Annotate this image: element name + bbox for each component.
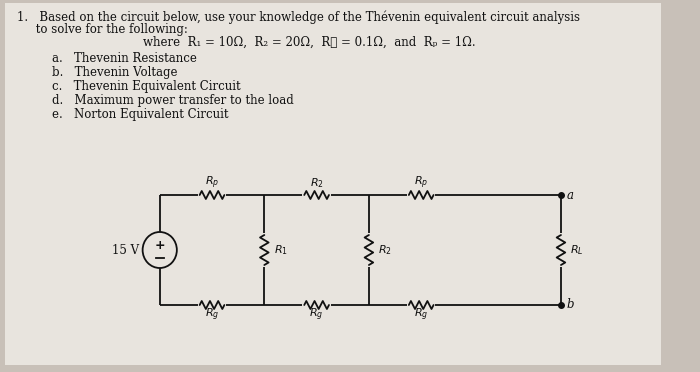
Text: $R_p$: $R_p$ (205, 175, 219, 191)
Text: b: b (567, 298, 574, 311)
Text: 15 V: 15 V (112, 244, 139, 257)
Text: +: + (155, 238, 165, 251)
Text: to solve for the following:: to solve for the following: (17, 23, 188, 36)
Text: c.   Thevenin Equivalent Circuit: c. Thevenin Equivalent Circuit (52, 80, 241, 93)
Text: $R_g$: $R_g$ (205, 307, 219, 323)
Text: $R_1$: $R_1$ (274, 243, 288, 257)
FancyBboxPatch shape (5, 3, 661, 365)
Text: a.   Thevenin Resistance: a. Thevenin Resistance (52, 52, 197, 65)
Text: $R_2$: $R_2$ (309, 176, 323, 190)
Text: d.   Maximum power transfer to the load: d. Maximum power transfer to the load (52, 94, 294, 107)
Text: where  R₁ = 10Ω,  R₂ = 20Ω,  R⁧ = 0.1Ω,  and  Rₚ = 1Ω.: where R₁ = 10Ω, R₂ = 20Ω, R⁧ = 0.1Ω, and… (143, 36, 475, 49)
Text: $R_g$: $R_g$ (414, 307, 428, 323)
Text: e.   Norton Equivalent Circuit: e. Norton Equivalent Circuit (52, 108, 229, 121)
Text: $R_p$: $R_p$ (414, 175, 428, 191)
Text: $R_g$: $R_g$ (309, 307, 324, 323)
Text: b.   Thevenin Voltage: b. Thevenin Voltage (52, 66, 178, 79)
Text: a: a (567, 189, 574, 202)
Text: $R_2$: $R_2$ (379, 243, 392, 257)
Text: 1.   Based on the circuit below, use your knowledge of the Thévenin equivalent c: 1. Based on the circuit below, use your … (17, 10, 580, 23)
Text: $R_L$: $R_L$ (570, 243, 584, 257)
